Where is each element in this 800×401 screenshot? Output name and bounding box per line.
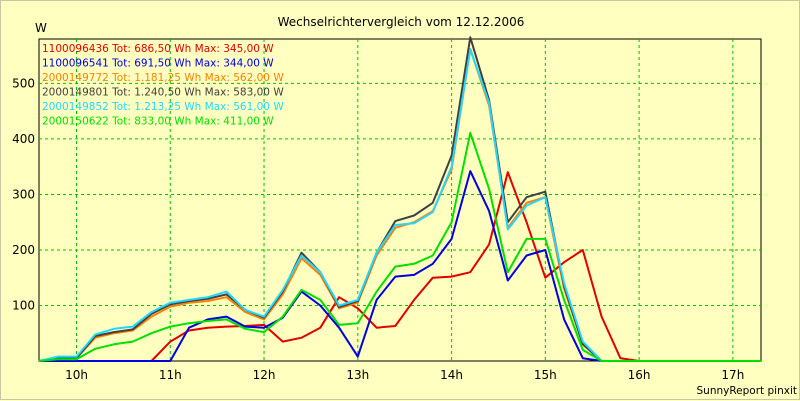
series-line-2000150622	[38, 131, 761, 362]
y-tick-label: 400	[12, 132, 35, 146]
legend-entry-2000149772: 2000149772 Tot: 1.181,25 Wh Max: 562,00 …	[42, 72, 284, 84]
x-tick-label: 14h	[440, 368, 463, 382]
legend-entry-2000149801: 2000149801 Tot: 1.240,50 Wh Max: 583,00 …	[42, 87, 284, 99]
legend: 1100096436 Tot: 686,50 Wh Max: 345,00 W 1…	[42, 43, 284, 128]
chart-title: Wechselrichtervergleich vom 12.12.2006	[278, 15, 525, 29]
y-tick-label: 500	[12, 76, 35, 90]
series-lines	[38, 36, 761, 362]
x-tick-label: 17h	[721, 368, 744, 382]
legend-entry-1100096541: 1100096541 Tot: 691,50 Wh Max: 344,00 W	[42, 58, 274, 70]
x-tick-label: 16h	[628, 368, 651, 382]
x-tick-label: 13h	[346, 368, 369, 382]
x-tick-label: 10h	[65, 368, 88, 382]
footer-credit: SunnyReport pinxit	[697, 385, 797, 397]
x-tick-label: 11h	[159, 368, 182, 382]
x-tick-label: 12h	[253, 368, 276, 382]
y-tick-label: 200	[12, 243, 35, 257]
x-axis-ticks: 10h 11h 12h 13h 14h 15h 16h 17h	[65, 368, 744, 382]
y-axis-unit-label: W	[35, 21, 47, 35]
legend-entry-1100096436: 1100096436 Tot: 686,50 Wh Max: 345,00 W	[42, 43, 274, 55]
legend-entry-2000149852: 2000149852 Tot: 1.213,25 Wh Max: 561,00 …	[42, 101, 284, 113]
y-tick-label: 100	[12, 298, 35, 312]
y-axis-ticks: 100 200 300 400 500	[12, 76, 35, 312]
gridlines	[39, 39, 761, 361]
legend-entry-2000150622: 2000150622 Tot: 833,00 Wh Max: 411,00 W	[42, 116, 274, 128]
y-tick-label: 300	[12, 187, 35, 201]
x-tick-label: 15h	[534, 368, 557, 382]
